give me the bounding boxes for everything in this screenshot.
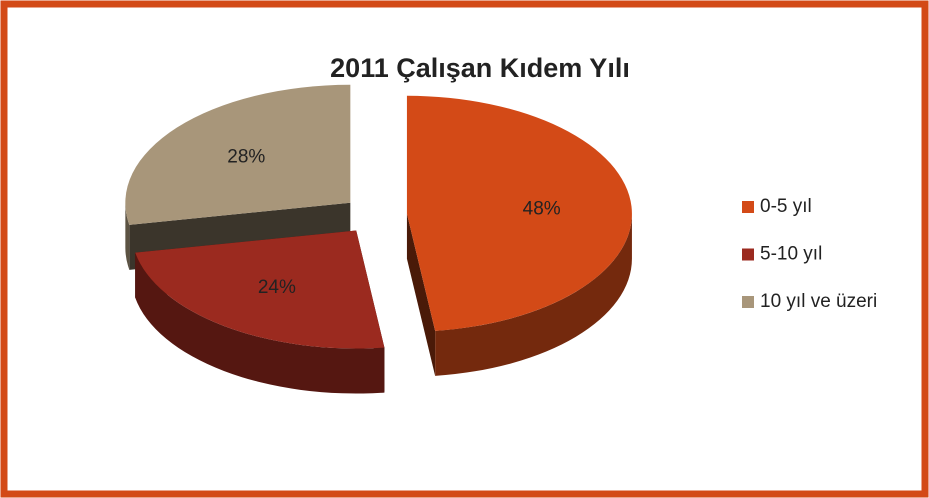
slice-wall <box>406 213 436 376</box>
legend-label: 0-5 yıl <box>760 196 812 217</box>
data-label: 48% <box>523 198 561 219</box>
legend-swatch <box>742 201 754 213</box>
legend-label: 5-10 yıl <box>760 244 822 265</box>
slice <box>406 95 632 331</box>
slice <box>135 230 385 349</box>
legend-label: 10 yıl ve üzeri <box>760 291 877 312</box>
data-label: 28% <box>227 147 265 168</box>
legend-swatch <box>742 296 754 308</box>
slice-side <box>435 213 632 376</box>
slice <box>125 84 351 225</box>
chart-title: 2011 Çalışan Kıdem Yılı <box>330 53 630 83</box>
data-label: 24% <box>258 277 296 298</box>
slice-side <box>135 252 385 394</box>
legend-swatch <box>742 248 754 261</box>
slice-side <box>125 202 130 270</box>
